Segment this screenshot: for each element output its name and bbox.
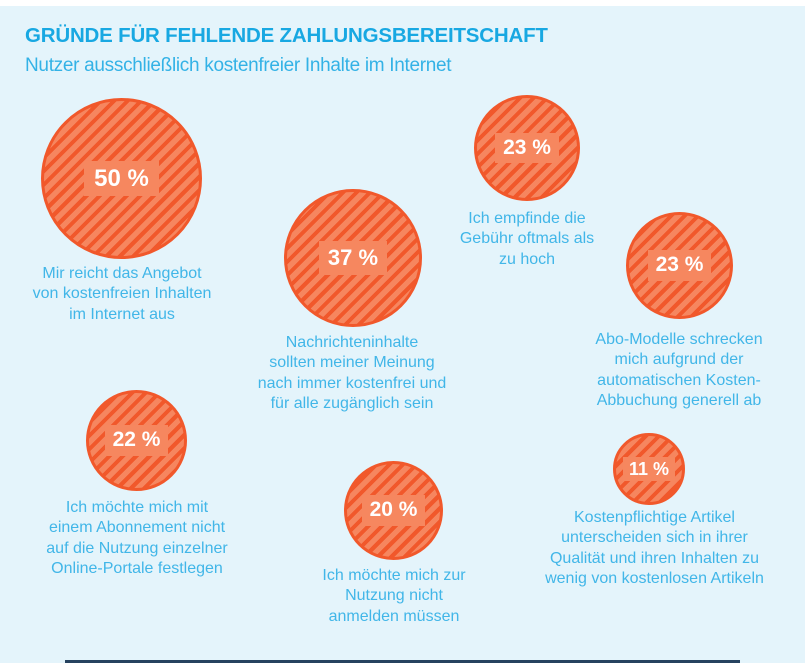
bubble-caption: Ich empfinde die Gebühr oftmals als zu h… [459,210,595,268]
bubble-caption: Nachrichteninhalte sollten meiner Meinun… [257,334,447,413]
bubble-circle-23-abo: 23 % [626,212,733,319]
bubble-circle-23-fee: 23 % [474,95,580,201]
footer-bar [65,660,740,663]
bubble-circle-20: 20 % [344,461,443,560]
bubble-value-badge: 20 % [361,495,426,526]
bubble-caption: Abo-Modelle schrecken mich aufgrund der … [595,331,763,410]
bubble-value-badge: 23 % [495,132,559,164]
top-strip [0,0,805,6]
bubble-value-badge: 22 % [104,425,169,456]
bubble-caption: Kostenpflichtige Artikel unterscheiden s… [545,509,764,588]
bubble-caption: Ich möchte mich zur Nutzung nicht anmeld… [322,567,466,625]
header: GRÜNDE FÜR FEHLENDE ZAHLUNGSBEREITSCHAFT… [25,24,765,77]
bubble-circle-22: 22 % [86,390,187,491]
bubble-circle-11: 11 % [613,433,685,505]
bubble-value-badge: 37 % [318,241,388,275]
bubble-value-badge: 50 % [84,160,159,197]
bubble-value-badge: 11 % [622,456,676,482]
bubble-circle-50: 50 % [41,98,202,259]
bubble-caption: Mir reicht das Angebot von kostenfreien … [32,265,212,323]
bubble-caption: Ich möchte mich mit einem Abonnement nic… [46,499,228,578]
bubble-circle-37: 37 % [284,189,422,327]
page-subtitle: Nutzer ausschließlich kostenfreier Inhal… [25,55,452,76]
bubble-value-badge: 23 % [647,250,712,281]
page-title: GRÜNDE FÜR FEHLENDE ZAHLUNGSBEREITSCHAFT [25,24,548,47]
